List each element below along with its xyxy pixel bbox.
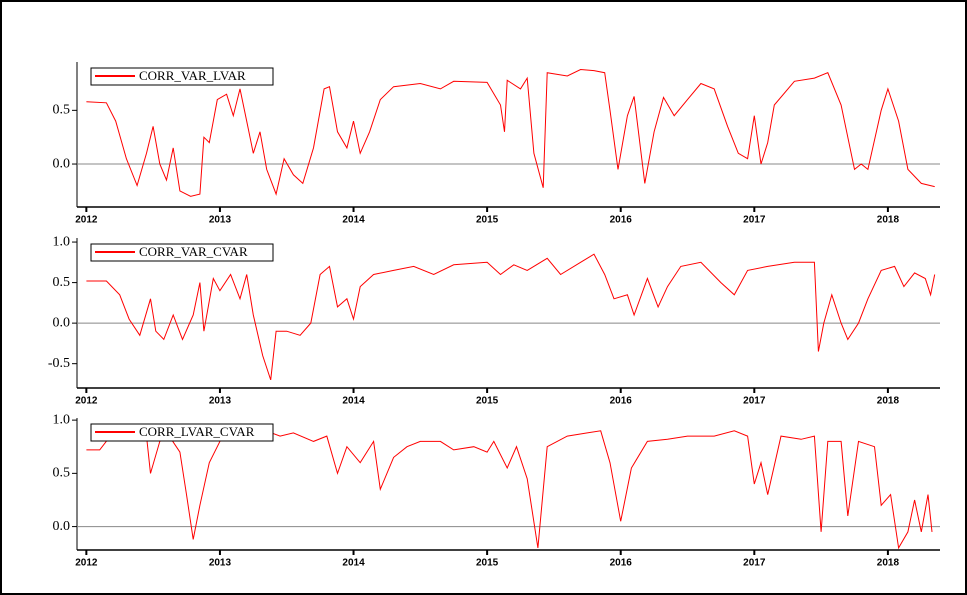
y-tick-label: 0.5 xyxy=(53,103,71,118)
x-tick-label: 2012 xyxy=(75,215,98,226)
y-tick-label: 1.0 xyxy=(53,234,71,249)
x-tick-label: 2014 xyxy=(342,558,365,569)
y-tick-label: 0.0 xyxy=(53,156,71,171)
data-line xyxy=(86,254,934,380)
legend-label: CORR_VAR_LVAR xyxy=(139,68,246,83)
y-tick-label: 0.5 xyxy=(53,466,71,481)
frame xyxy=(1,1,966,594)
x-tick-label: 2017 xyxy=(743,558,766,569)
x-tick-label: 2018 xyxy=(877,396,900,407)
x-tick-label: 2013 xyxy=(209,215,232,226)
y-tick-label: 0.0 xyxy=(53,315,71,330)
x-tick-label: 2018 xyxy=(877,558,900,569)
x-tick-label: 2012 xyxy=(75,396,98,407)
page: {"chart_data": [ {"type": "line", "x": [… xyxy=(0,0,967,595)
x-tick-label: 2013 xyxy=(209,558,232,569)
x-tick-label: 2013 xyxy=(209,396,232,407)
x-tick-label: 2016 xyxy=(610,396,633,407)
x-tick-label: 2018 xyxy=(877,215,900,226)
x-tick-label: 2015 xyxy=(476,558,499,569)
data-line xyxy=(86,70,934,197)
data-line xyxy=(86,429,932,548)
x-tick-label: 2016 xyxy=(610,215,633,226)
y-tick-label: 0.5 xyxy=(53,275,71,290)
x-tick-label: 2016 xyxy=(610,558,633,569)
x-tick-label: 2014 xyxy=(342,215,365,226)
x-tick-label: 2017 xyxy=(743,215,766,226)
x-tick-label: 2015 xyxy=(476,215,499,226)
y-tick-label: -0.5 xyxy=(48,356,70,371)
legend-label: CORR_LVAR_CVAR xyxy=(139,424,255,439)
x-tick-label: 2014 xyxy=(342,396,365,407)
y-tick-label: 1.0 xyxy=(53,412,71,427)
x-tick-label: 2017 xyxy=(743,396,766,407)
legend-label: CORR_VAR_CVAR xyxy=(139,244,248,259)
y-tick-label: 0.0 xyxy=(53,519,71,534)
chart: 0.0 0.5 2012 2013 2014 2015 2016 2017 2018 CORR_V… xyxy=(0,0,967,595)
x-tick-label: 2012 xyxy=(75,558,98,569)
x-tick-label: 2015 xyxy=(476,396,499,407)
